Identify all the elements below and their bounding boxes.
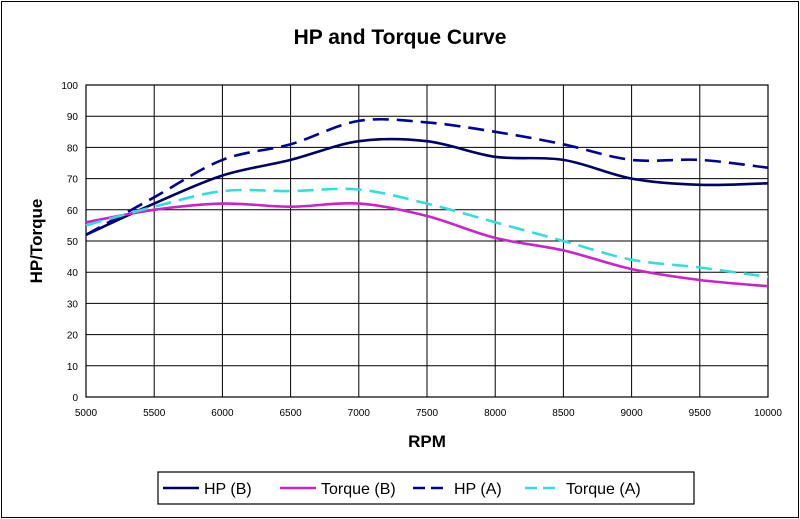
y-tick-label: 0 bbox=[72, 393, 78, 404]
y-axis-label: HP/Torque bbox=[27, 199, 46, 284]
y-tick-label: 60 bbox=[67, 206, 79, 217]
y-tick-label: 70 bbox=[67, 175, 79, 186]
grid bbox=[85, 84, 769, 398]
series-line-hp-b bbox=[85, 137, 769, 236]
plot-border bbox=[85, 84, 769, 398]
y-tick-label: 40 bbox=[67, 268, 79, 279]
legend-label-hp-a: HP (A) bbox=[454, 481, 502, 498]
series-line-torque-b bbox=[85, 201, 769, 288]
x-tick-label: 5500 bbox=[143, 408, 166, 419]
y-tick-label: 50 bbox=[67, 237, 79, 248]
y-tick-label: 20 bbox=[67, 331, 79, 342]
x-tick-label: 6000 bbox=[211, 408, 234, 419]
series-lines bbox=[85, 117, 769, 288]
y-tick-label: 10 bbox=[67, 362, 79, 373]
legend: HP (B) Torque (B) HP (A) Torque (A) bbox=[157, 471, 695, 505]
x-tick-label: 9500 bbox=[689, 408, 712, 419]
y-tick-labels: 0 10 20 30 40 50 60 70 80 90 100 bbox=[61, 81, 78, 404]
x-tick-label: 9000 bbox=[620, 408, 643, 419]
chart-title: HP and Torque Curve bbox=[294, 26, 507, 49]
x-tick-label: 5000 bbox=[75, 408, 98, 419]
x-tick-label: 8500 bbox=[552, 408, 575, 419]
x-tick-label: 7500 bbox=[416, 408, 439, 419]
legend-label-torque-a: Torque (A) bbox=[566, 481, 641, 498]
x-tick-label: 6500 bbox=[279, 408, 302, 419]
legend-box bbox=[157, 471, 695, 505]
x-tick-labels: 5000 5500 6000 6500 7000 7500 8000 8500 9000 9500… bbox=[75, 408, 782, 419]
series-line-hp-a bbox=[85, 117, 769, 236]
legend-label-torque-b: Torque (B) bbox=[321, 481, 396, 498]
x-tick-label: 7000 bbox=[348, 408, 371, 419]
y-tick-label: 80 bbox=[67, 143, 79, 154]
x-tick-label: 10000 bbox=[754, 408, 782, 419]
series-line-torque-a bbox=[85, 187, 769, 279]
x-axis-label: RPM bbox=[408, 432, 446, 451]
y-tick-label: 90 bbox=[67, 112, 79, 123]
legend-label-hp-b: HP (B) bbox=[204, 481, 252, 498]
y-tick-label: 30 bbox=[67, 299, 79, 310]
x-tick-label: 8000 bbox=[484, 408, 507, 419]
y-tick-label: 100 bbox=[61, 81, 78, 92]
